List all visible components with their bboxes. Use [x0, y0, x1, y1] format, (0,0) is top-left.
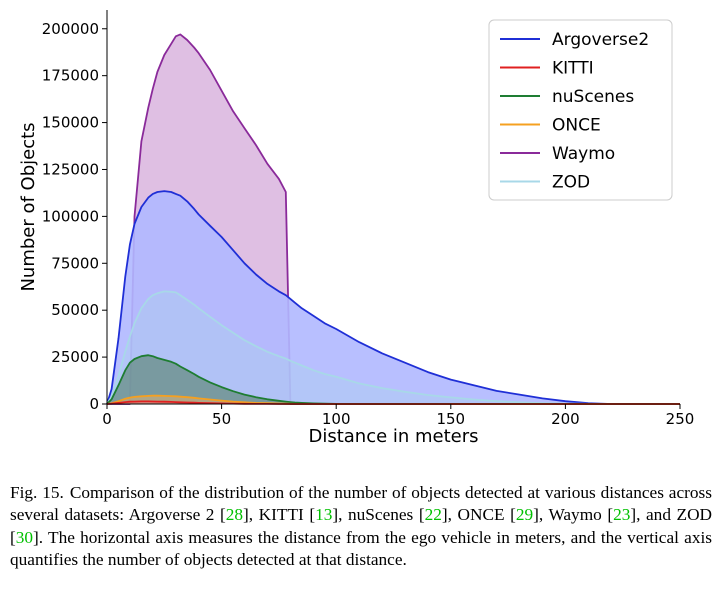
- y-axis-ticks: 0 25000 50000 75000 100000 125000 150000 175000…: [42, 20, 107, 413]
- x-axis-ticks: 0 50 100 150 200 250: [102, 404, 694, 428]
- caption-text: Comparison of the distribution of the nu…: [10, 483, 712, 525]
- figure-caption: Fig. 15. Comparison of the distribution o…: [10, 482, 712, 572]
- legend-label-zod: ZOD: [552, 173, 590, 193]
- x-tick-label: 150: [436, 410, 465, 428]
- x-tick-label: 50: [212, 410, 231, 428]
- citation-link[interactable]: 30: [15, 527, 34, 547]
- citation-link[interactable]: 23: [613, 505, 631, 525]
- caption-text: ], Waymo [: [533, 505, 614, 525]
- caption-text: ], ONCE [: [441, 505, 516, 525]
- x-tick-label: 250: [666, 410, 695, 428]
- legend-label-waymo: Waymo: [552, 144, 615, 164]
- legend-label-once: ONCE: [552, 116, 601, 136]
- legend-label-kitti: KITTI: [552, 59, 594, 79]
- y-tick-label: 100000: [42, 207, 99, 225]
- legend-box: [488, 19, 673, 201]
- x-tick-label: 0: [102, 410, 112, 428]
- series-line-argoverse2: [106, 190, 680, 405]
- citation-link[interactable]: 29: [515, 505, 534, 525]
- y-tick-label: 75000: [51, 254, 99, 272]
- caption-label: Fig. 15.: [10, 483, 64, 502]
- x-tick-label: 100: [322, 410, 351, 428]
- y-tick-label: 200000: [42, 20, 99, 38]
- y-tick-label: 50000: [51, 301, 99, 319]
- distance-distribution-chart: 0 50 100 150 200 250 0 25000 50000 75000 100000 12…: [18, 10, 694, 447]
- y-tick-label: 125000: [42, 160, 99, 178]
- y-tick-label: 25000: [51, 348, 99, 366]
- caption-text: ]. The horizontal axis measures the dist…: [10, 527, 712, 570]
- citation-link[interactable]: 28: [225, 505, 244, 525]
- y-axis-label: Number of Objects: [18, 122, 39, 291]
- y-tick-label: 150000: [42, 114, 99, 132]
- y-tick-label: 0: [89, 395, 99, 413]
- caption-text: ], and ZOD [: [10, 505, 713, 547]
- legend-label-argoverse2: Argoverse2: [552, 30, 649, 50]
- citation-link[interactable]: 13: [315, 505, 333, 525]
- y-tick-label: 175000: [42, 67, 99, 85]
- x-tick-label: 200: [551, 410, 580, 428]
- series-area-zod: [107, 291, 680, 404]
- citation-link[interactable]: 22: [424, 505, 442, 525]
- caption-text: ], KITTI [: [243, 505, 316, 525]
- x-axis-label: Distance in meters: [308, 426, 478, 447]
- legend-label-nuscenes: nuScenes: [552, 87, 634, 107]
- series-area-argoverse2: [107, 191, 680, 404]
- caption-text: ], nuScenes [: [332, 505, 425, 525]
- plot-area: [106, 10, 680, 405]
- legend: Argoverse2 KITTI nuScenes ONCE Waymo ZOD: [488, 19, 673, 201]
